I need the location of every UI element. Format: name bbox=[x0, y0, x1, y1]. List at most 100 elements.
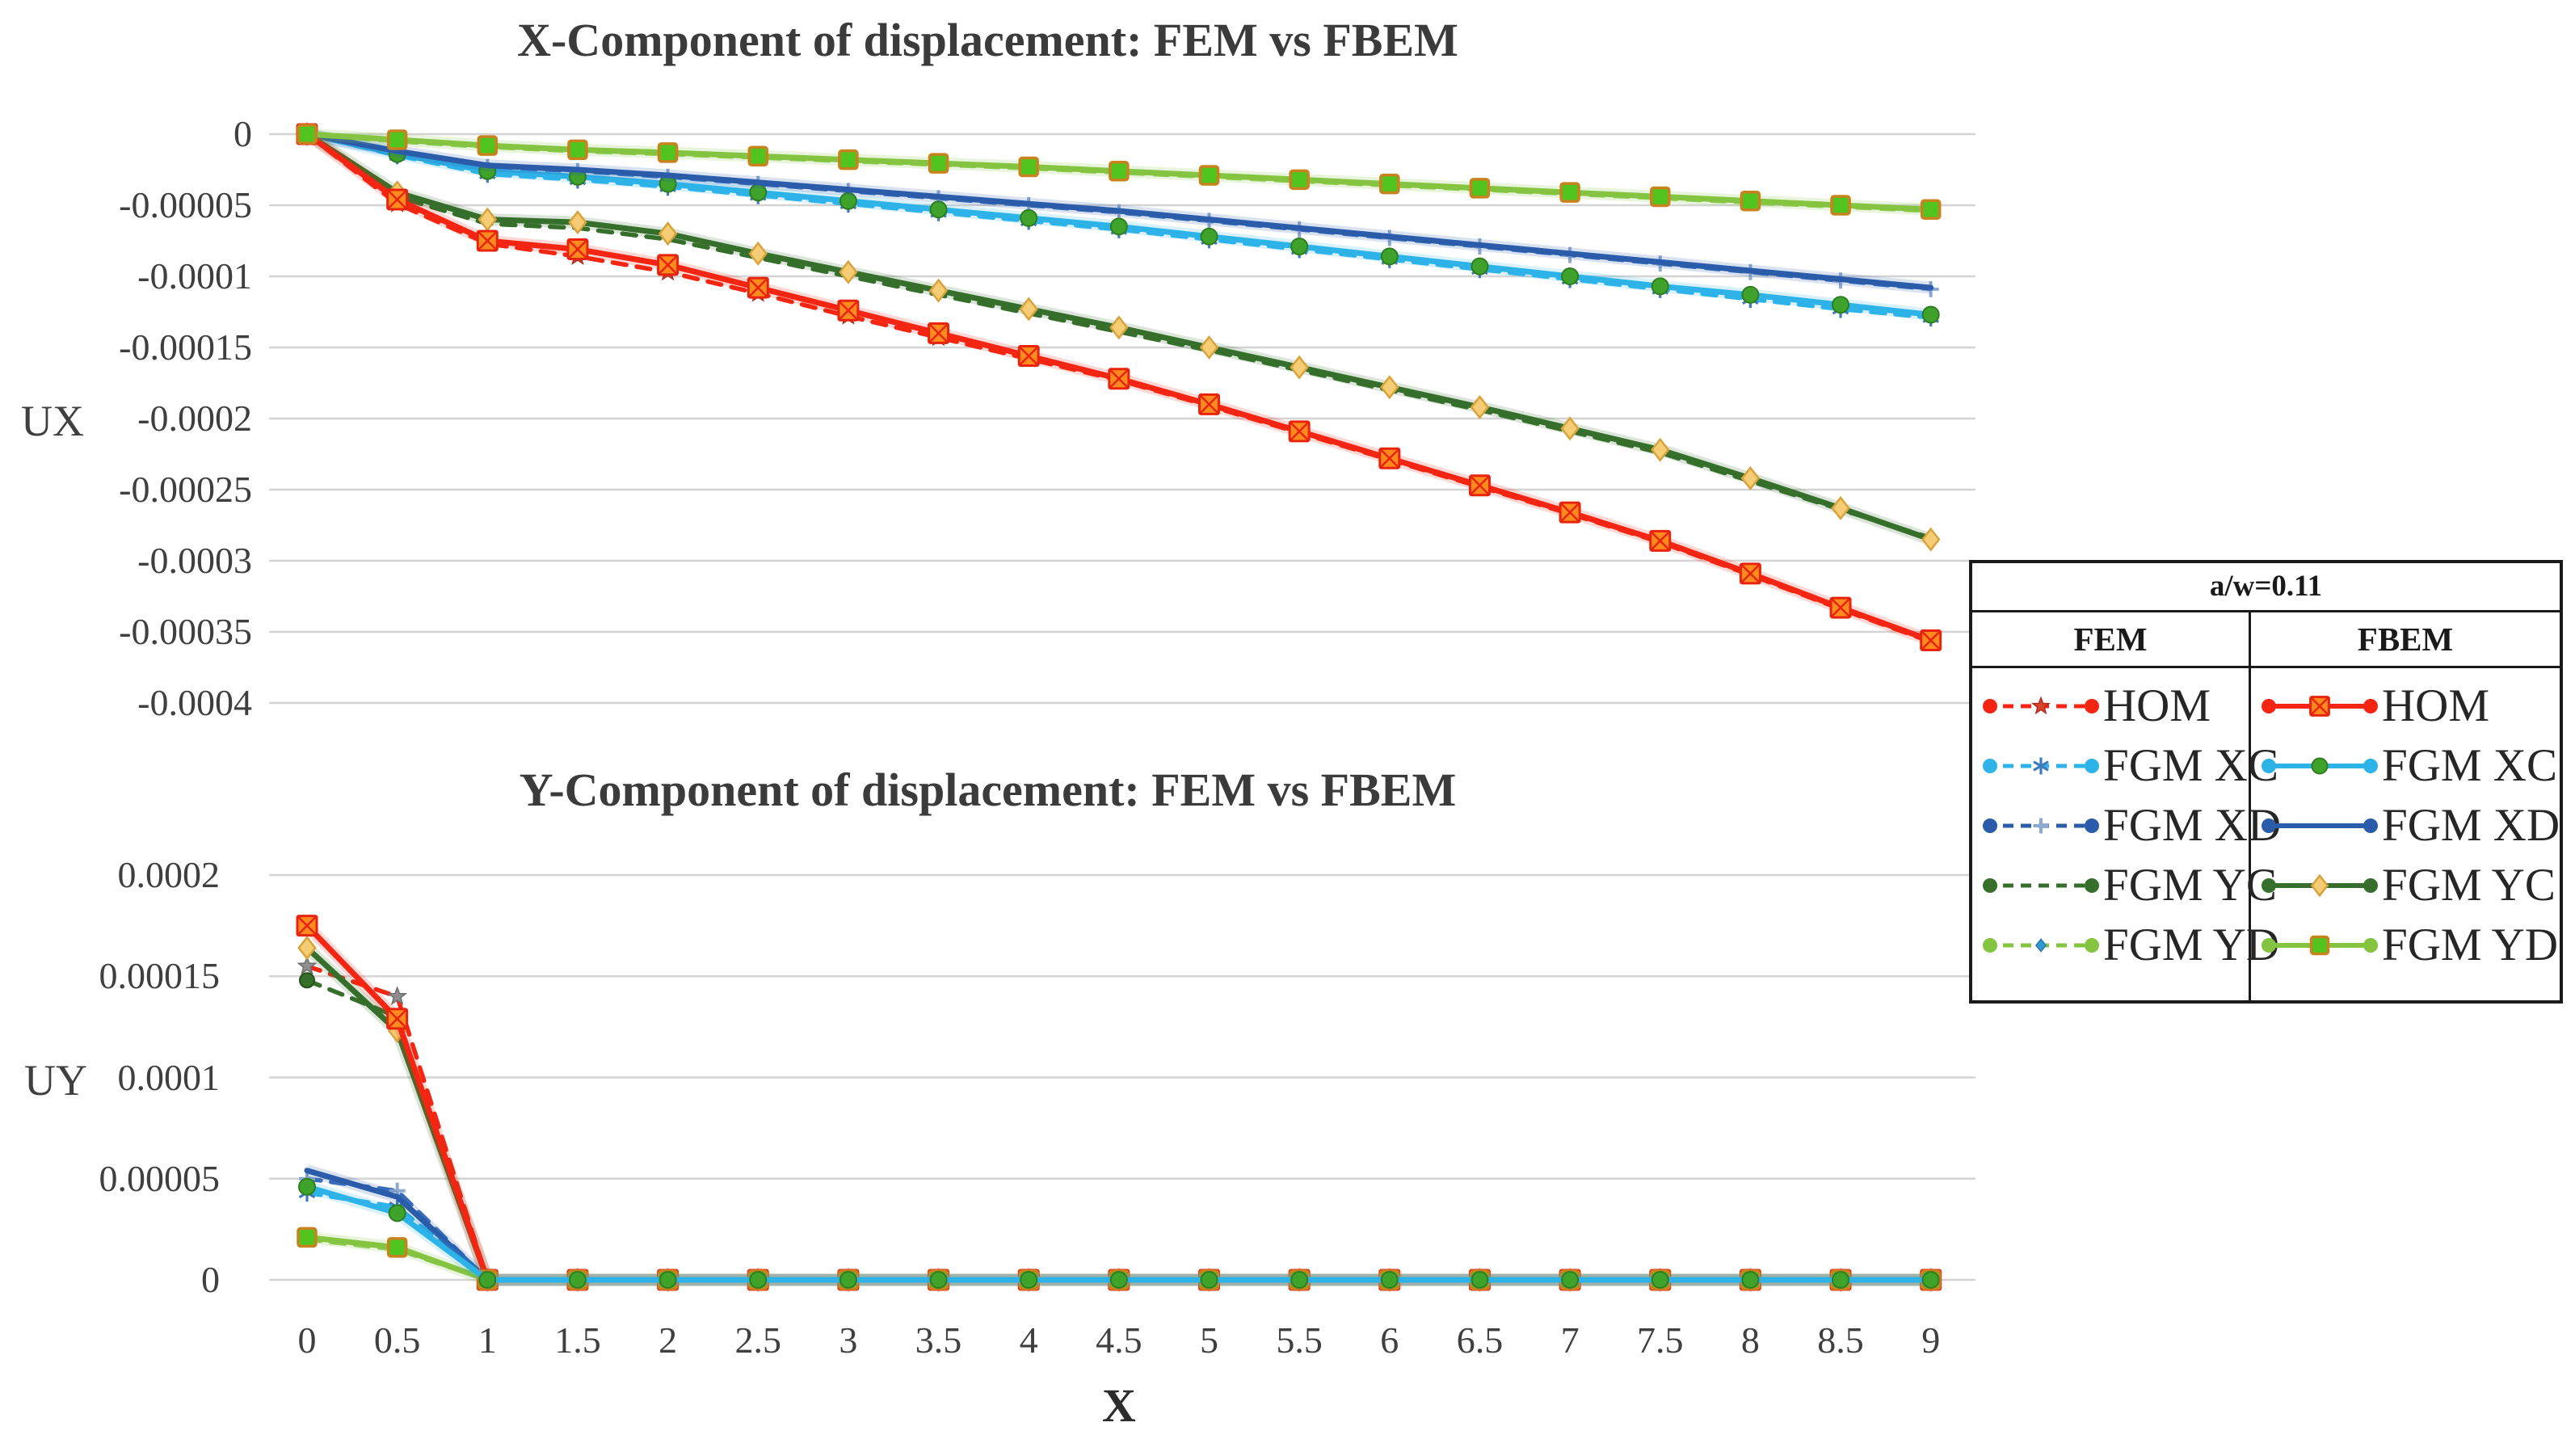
legend-entry-fgm-yd-fem: FGM YD bbox=[1972, 915, 2279, 975]
marker-circle bbox=[1651, 1271, 1669, 1289]
marker-diamond bbox=[1560, 416, 1580, 441]
marker-square bbox=[1018, 156, 1039, 178]
marker-circle bbox=[658, 1271, 677, 1289]
ux-y-tick: -0.0002 bbox=[137, 398, 252, 439]
marker-square bbox=[1559, 182, 1580, 203]
legend-entry-label: FGM YC bbox=[2382, 860, 2556, 911]
marker-star bbox=[2031, 696, 2051, 715]
series-markers-yc-fbem-fbem bbox=[297, 936, 1941, 1293]
uy-y-tick: 0.0001 bbox=[117, 1056, 221, 1098]
legend-key-icon bbox=[2262, 696, 2378, 717]
legend-key-end-dot bbox=[1983, 759, 1997, 773]
marker-circle bbox=[1561, 1271, 1580, 1289]
legend-key-icon bbox=[2262, 873, 2378, 898]
marker-diamond bbox=[1470, 394, 1490, 419]
marker-square-x-cross bbox=[386, 189, 408, 210]
marker-diamond bbox=[297, 936, 317, 961]
series-line-xc-fem-fem bbox=[305, 1190, 1933, 1282]
marker-circle bbox=[1832, 1271, 1850, 1289]
marker-star bbox=[387, 986, 408, 1005]
marker-square bbox=[1830, 195, 1851, 216]
ux-axis-label: UX bbox=[21, 397, 84, 445]
marker-diamond bbox=[2310, 873, 2329, 898]
marker-square-x-cross bbox=[1649, 530, 1671, 552]
ux-y-tick: -0.0001 bbox=[137, 255, 252, 297]
marker-square bbox=[1198, 165, 1220, 186]
uy-y-tick: 0 bbox=[201, 1259, 220, 1300]
marker-square-x-cross bbox=[567, 238, 588, 260]
legend-entry-fgm-xc-fbem: FGM XC bbox=[2251, 736, 2560, 796]
legend-key-end-dot bbox=[2085, 759, 2099, 773]
legend-table: a/w=0.11 FEM FBEM HOM FGM XC FGM XD FGM YC F… bbox=[1969, 560, 2563, 1004]
marker-circle bbox=[1020, 1271, 1038, 1289]
marker-square bbox=[1379, 173, 1400, 195]
marker-circle bbox=[1561, 267, 1580, 285]
legend-key-icon bbox=[2262, 818, 2378, 833]
legend-entry-hom-fbem: HOM bbox=[2251, 676, 2560, 736]
ux-y-tick: 0 bbox=[234, 113, 252, 154]
marker-circle bbox=[2311, 757, 2329, 775]
x-tick: 7.5 bbox=[1637, 1319, 1684, 1361]
uy-y-tick: 0.0002 bbox=[117, 854, 221, 895]
x-axis-label: X bbox=[1102, 1379, 1136, 1432]
marker-square-x-cross bbox=[747, 277, 769, 298]
marker-diamond bbox=[1380, 375, 1399, 400]
marker-square bbox=[657, 142, 679, 163]
x-tick: 0 bbox=[297, 1319, 317, 1361]
x-tick: 7 bbox=[1560, 1319, 1580, 1361]
ux-y-tick: -0.0004 bbox=[137, 682, 252, 723]
marker-square bbox=[386, 1237, 408, 1258]
marker-circle bbox=[1290, 1271, 1309, 1289]
series-line-yc-fbem-fbem bbox=[304, 945, 1934, 1283]
marker-diamond bbox=[1651, 437, 1670, 462]
x-tick: 5 bbox=[1200, 1319, 1218, 1361]
marker-circle bbox=[478, 1271, 497, 1289]
legend-key-end-dot bbox=[1983, 938, 1997, 953]
marker-diamond bbox=[928, 278, 949, 303]
legend-entry-label: HOM bbox=[2103, 680, 2211, 731]
marker-diamond bbox=[1740, 465, 1761, 490]
legend-entry-label: FGM YD bbox=[2382, 919, 2559, 970]
marker-square-x-cross bbox=[1740, 562, 1761, 584]
x-tick: 1 bbox=[478, 1319, 497, 1361]
marker-square bbox=[477, 135, 499, 156]
legend-entry-label: FGM YC bbox=[2103, 860, 2277, 911]
series-markers-yc-fem-fem bbox=[299, 972, 1939, 1288]
legend-entry-label: HOM bbox=[2382, 680, 2490, 731]
marker-star bbox=[297, 955, 318, 975]
legend-entry-fgm-xd-fem: FGM XD bbox=[1972, 796, 2281, 856]
x-tick: 1.5 bbox=[554, 1319, 601, 1361]
marker-square-x-cross bbox=[386, 1008, 408, 1029]
series-halo-xc-fbem bbox=[305, 1180, 1931, 1286]
marker-circle bbox=[1651, 277, 1669, 296]
marker-circle bbox=[1471, 1271, 1489, 1289]
series-line-xd-fem-fem bbox=[305, 1176, 1933, 1282]
series-line-yc-fem-fem bbox=[305, 978, 1933, 1282]
legend-key-icon bbox=[2262, 935, 2378, 956]
series-markers-yc-fbem-fbem bbox=[297, 121, 1941, 552]
legend-key-end-dot bbox=[2262, 699, 2276, 713]
ux-chart-title: X-Component of displacement: FEM vs FBEM bbox=[517, 14, 1458, 66]
marker-square bbox=[1289, 169, 1310, 191]
x-tick: 0.5 bbox=[373, 1319, 421, 1361]
legend-col-fem-header: FEM bbox=[1972, 612, 2251, 666]
marker-square-x-cross bbox=[838, 300, 859, 322]
legend-key-icon bbox=[1983, 696, 2099, 715]
marker-square-x-cross bbox=[928, 322, 949, 344]
x-tick: 6 bbox=[1380, 1319, 1399, 1361]
marker-square-x-cross bbox=[1559, 502, 1580, 524]
marker-square-x-cross bbox=[1108, 368, 1130, 389]
marker-square bbox=[1740, 190, 1761, 212]
uy-chart-title: Y-Component of displacement: FEM vs FBEM bbox=[519, 764, 1457, 816]
x-tick: 6.5 bbox=[1456, 1319, 1504, 1361]
marker-circle-small bbox=[299, 972, 315, 989]
marker-square bbox=[838, 149, 859, 170]
legend-key-icon bbox=[1983, 938, 2099, 953]
ux-y-tick: -0.00015 bbox=[119, 326, 252, 368]
marker-square bbox=[386, 129, 408, 150]
marker-diamond bbox=[748, 241, 768, 266]
legend-key-end-dot bbox=[2262, 759, 2276, 773]
legend-col-fbem-entries: HOM FGM XC FGM XD FGM YC FGM YD bbox=[2251, 668, 2560, 1004]
marker-diamond bbox=[1831, 495, 1850, 520]
